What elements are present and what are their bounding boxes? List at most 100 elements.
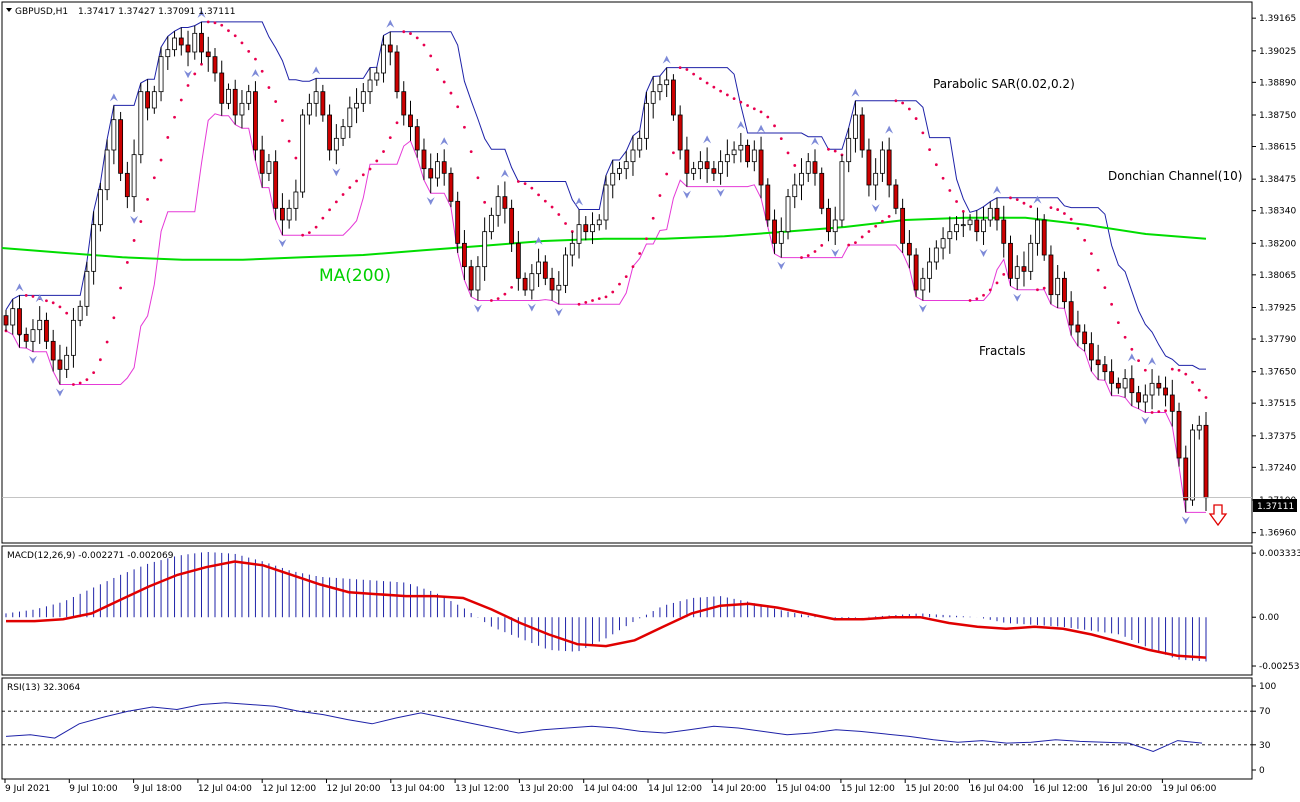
sar-dot xyxy=(260,69,264,73)
sar-dot xyxy=(503,292,507,296)
time-tick-label: 15 Jul 04:00 xyxy=(777,784,831,794)
candle-bullish xyxy=(1196,424,1202,431)
sar-dot xyxy=(766,115,770,119)
sar-dot xyxy=(429,54,433,58)
sar-dot xyxy=(948,189,952,192)
sar-dot xyxy=(1002,272,1006,276)
candle-bearish xyxy=(1021,266,1027,272)
sar-dot xyxy=(921,131,925,135)
symbol-dropdown-icon[interactable] xyxy=(6,8,12,12)
sar-dot xyxy=(247,50,251,53)
rsi-tick-label: 100 xyxy=(1259,682,1276,692)
time-tick-label: 14 Jul 04:00 xyxy=(584,784,638,794)
time-tick-label: 16 Jul 04:00 xyxy=(970,784,1024,794)
sar-dot xyxy=(233,34,237,38)
fractal-down-icon xyxy=(55,388,64,397)
sar-dot xyxy=(1137,359,1140,363)
candle-bearish xyxy=(859,114,865,151)
last-price-label: 1.37111 xyxy=(1257,502,1294,512)
sar-dot xyxy=(591,299,594,302)
time-tick-label: 13 Jul 04:00 xyxy=(391,784,445,794)
candle-bullish xyxy=(1190,429,1195,501)
candle-bearish xyxy=(401,91,407,116)
candle-bullish xyxy=(650,91,656,104)
candle-bullish xyxy=(664,79,670,86)
sar-dot xyxy=(1015,198,1019,201)
candle-bearish xyxy=(704,161,710,170)
candle-bullish xyxy=(30,329,36,342)
sar-dot xyxy=(510,285,514,289)
candle-bullish xyxy=(724,154,730,163)
sar-dot xyxy=(469,150,473,154)
sar-dot xyxy=(294,156,298,160)
price-tick-label: 1.37650 xyxy=(1259,368,1296,378)
macd-tick-label: 0.003333 xyxy=(1259,549,1300,559)
sar-dot xyxy=(820,243,824,247)
sar-dot xyxy=(597,297,601,301)
candle-bearish xyxy=(886,149,892,186)
candle-bullish xyxy=(751,149,757,163)
sar-dot xyxy=(725,93,729,97)
candle-bullish xyxy=(832,219,838,233)
sar-dot xyxy=(51,301,55,305)
sar-dot xyxy=(382,150,385,153)
sar-dot xyxy=(125,261,129,264)
price-tick-label: 1.39165 xyxy=(1259,14,1296,24)
candle-bullish xyxy=(947,231,953,240)
sar-dot xyxy=(719,89,723,93)
sar-dot xyxy=(139,220,143,223)
fractals-label: Fractals xyxy=(979,344,1026,358)
price-tick-label: 1.36960 xyxy=(1259,529,1296,539)
price-tick-label: 1.38890 xyxy=(1259,78,1296,88)
sar-dot xyxy=(550,205,554,209)
sar-dot xyxy=(200,62,203,66)
sar-dot xyxy=(894,99,898,103)
candle-bearish xyxy=(441,161,447,174)
price-tick-label: 1.38200 xyxy=(1259,239,1296,249)
sar-dot xyxy=(1116,321,1120,325)
fractal-down-icon xyxy=(1141,416,1150,425)
candle-bearish xyxy=(1109,371,1115,384)
donchian-label: Donchian Channel(10) xyxy=(1108,169,1242,183)
candle-bearish xyxy=(819,172,825,209)
sar-dot xyxy=(1042,286,1046,290)
candle-bearish xyxy=(455,200,461,244)
candle-bullish xyxy=(1055,277,1061,296)
sar-dot xyxy=(1096,268,1100,272)
candle-bullish xyxy=(104,149,110,191)
sar-dot xyxy=(85,378,89,382)
fractal-up-icon xyxy=(703,135,712,144)
fractal-down-icon xyxy=(979,248,988,257)
sar-dot xyxy=(92,371,96,374)
candle-bearish xyxy=(1062,277,1067,303)
candle-bullish xyxy=(596,219,602,226)
price-tick-label: 1.37790 xyxy=(1259,335,1296,345)
candle-bullish xyxy=(226,88,231,104)
sar-dot xyxy=(577,302,581,306)
candle-bearish xyxy=(1068,301,1074,326)
candle-bullish xyxy=(64,354,70,370)
fractal-up-icon xyxy=(575,197,584,206)
candle-bullish xyxy=(340,126,346,139)
time-tick-label: 14 Jul 20:00 xyxy=(712,784,766,794)
sar-dot xyxy=(307,231,311,235)
sar-dot xyxy=(1184,372,1188,376)
candle-bearish xyxy=(549,277,555,291)
sar-dot xyxy=(281,119,284,122)
candle-bullish xyxy=(569,242,575,256)
candle-bearish xyxy=(1048,254,1054,296)
sar-dot xyxy=(732,97,736,100)
time-tick-label: 12 Jul 20:00 xyxy=(327,784,381,794)
fractal-down-icon xyxy=(682,190,691,199)
candle-bearish xyxy=(826,207,831,233)
candle-bullish xyxy=(1149,382,1155,396)
candle-bearish xyxy=(994,207,1000,221)
sar-dot xyxy=(173,115,176,119)
candle-bearish xyxy=(468,266,474,291)
sar-dot xyxy=(1123,335,1127,339)
candle-bullish xyxy=(165,49,171,58)
sar-dot xyxy=(1056,208,1060,211)
fractal-up-icon xyxy=(15,283,24,292)
